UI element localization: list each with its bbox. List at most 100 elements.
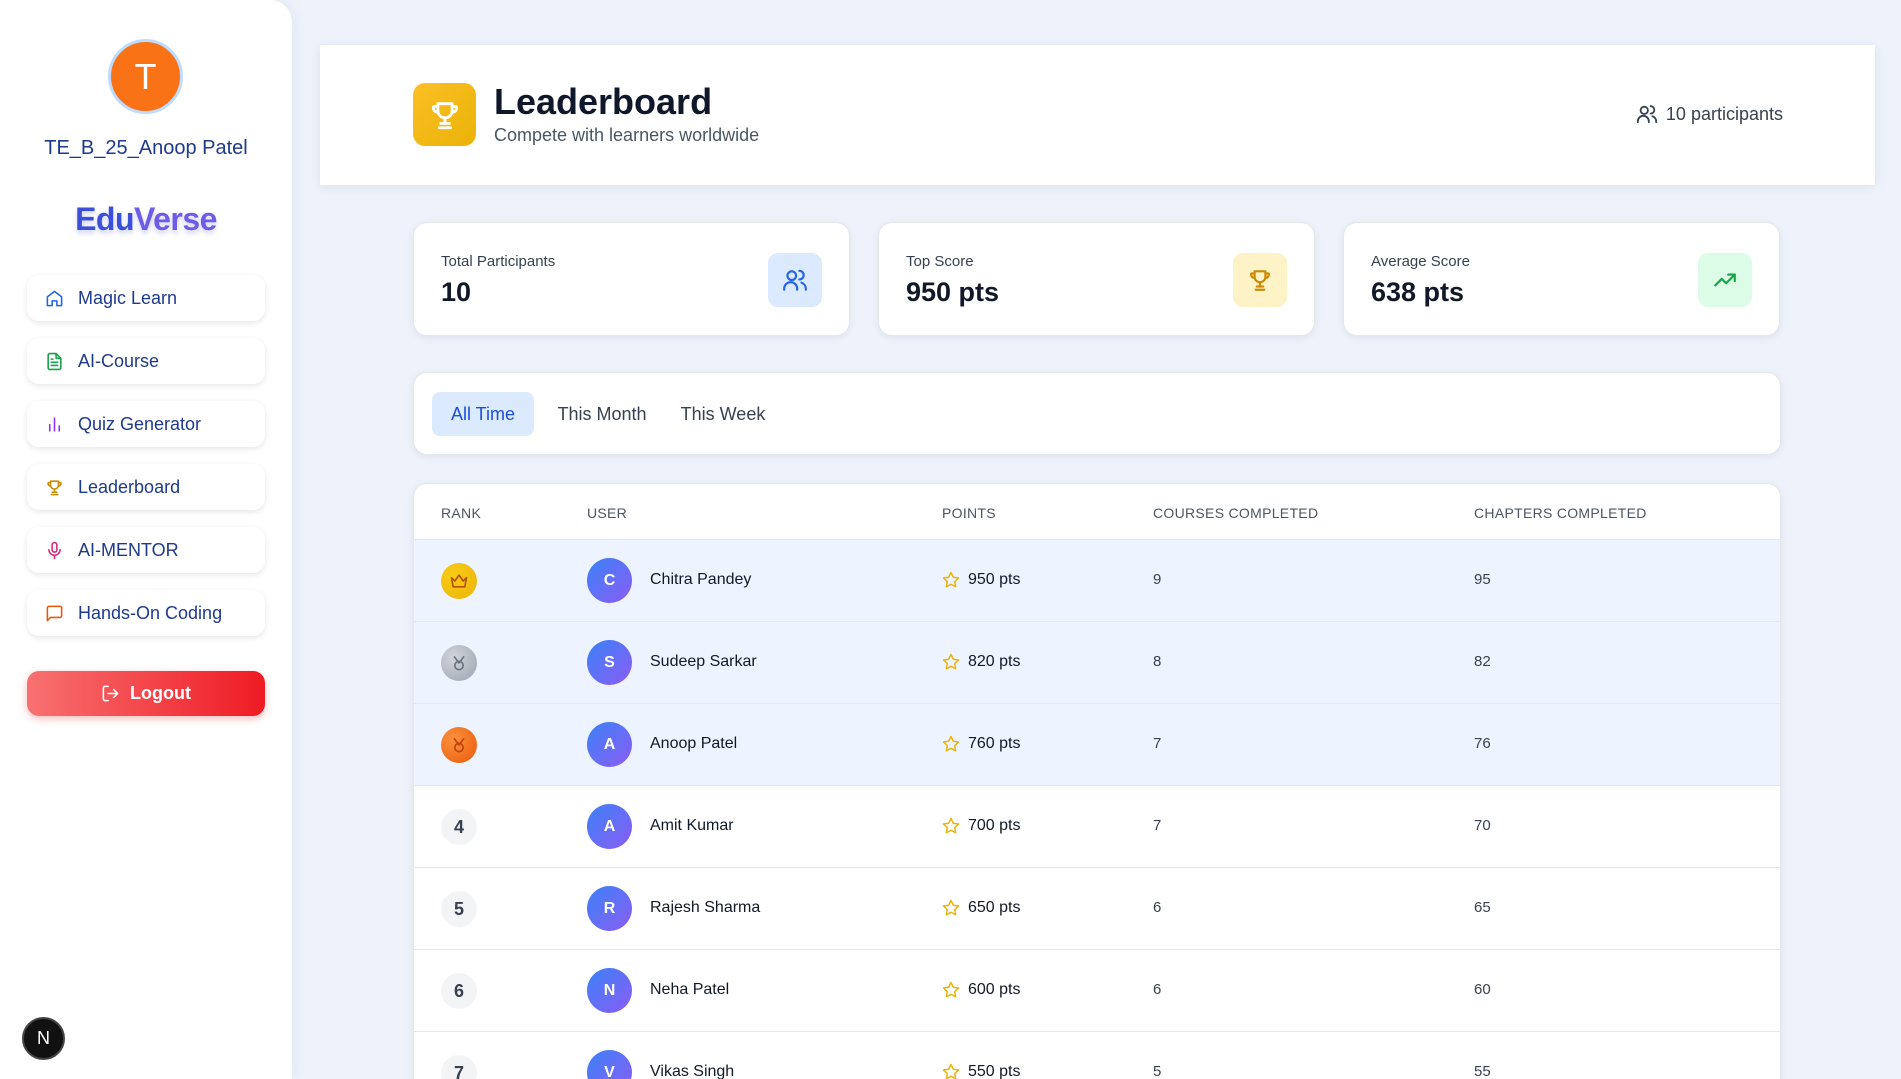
column-header-chapters: CHAPTERS COMPLETED: [1474, 505, 1647, 521]
chapters-completed: 55: [1474, 1063, 1491, 1079]
page-subtitle: Compete with learners worldwide: [494, 125, 760, 145]
table-row[interactable]: 6 N Neha Patel 600 pts 6 60: [414, 949, 1780, 1031]
rank-number: 7: [441, 1055, 477, 1079]
microphone-icon: [48, 541, 61, 559]
page-title: Leaderboard: [494, 81, 713, 122]
gold-medal: [441, 563, 477, 599]
participants-count: 10 participants: [1636, 103, 1783, 125]
leaderboard-table: RANK USER POINTS COURSES COMPLETED CHAPT…: [413, 483, 1781, 1079]
trophy-icon: [431, 101, 458, 129]
brand-logo[interactable]: EduVerse: [0, 201, 292, 238]
stat-card-average-score: Average Score 638 pts: [1343, 222, 1780, 336]
sidebar-item-label: Magic Learn: [78, 287, 178, 308]
table-row[interactable]: S Sudeep Sarkar 820 pts 8 82: [414, 621, 1780, 703]
participants-label: 10 participants: [1665, 103, 1783, 124]
chat-bubble-icon: [46, 605, 63, 621]
points-value: 600 pts: [968, 981, 1021, 998]
trending-up-icon: [1714, 273, 1736, 287]
logout-label: Logout: [130, 683, 191, 703]
tab-this-month[interactable]: This Month: [557, 403, 647, 424]
user-name: Anoop Patel: [650, 735, 738, 752]
user-avatar: R: [587, 886, 632, 931]
points-cell: 760 pts: [942, 735, 1020, 753]
star-icon: [942, 735, 960, 752]
user-name: Vikas Singh: [650, 1063, 735, 1079]
next-dev-badge[interactable]: N: [22, 1017, 65, 1060]
user-avatar: A: [587, 722, 632, 767]
sidebar-item-ai-course[interactable]: AI-Course: [27, 338, 265, 384]
sidebar-item-ai-mentor[interactable]: AI-MENTOR: [27, 527, 265, 573]
stat-value: 638 pts: [1371, 277, 1465, 307]
star-icon: [942, 899, 960, 916]
points-value: 650 pts: [968, 899, 1021, 916]
courses-completed: 7: [1153, 817, 1162, 834]
column-header-courses: COURSES COMPLETED: [1153, 505, 1319, 521]
user-avatar-initial: T: [134, 55, 157, 97]
sidebar-item-label: Hands-On Coding: [78, 602, 223, 623]
sidebar-item-label: Leaderboard: [78, 476, 181, 497]
sidebar: T TE_B_25_Anoop Patel EduVerse Magic Lea…: [0, 0, 292, 1079]
crown-icon: [450, 574, 468, 588]
table-row[interactable]: A Anoop Patel 760 pts 7 76: [414, 703, 1780, 785]
sidebar-item-quiz-generator[interactable]: Quiz Generator: [27, 401, 265, 447]
logout-button[interactable]: Logout: [27, 671, 265, 716]
user-name: Amit Kumar: [650, 817, 734, 834]
sidebar-item-hands-on-coding[interactable]: Hands-On Coding: [27, 590, 265, 636]
next-dev-badge-label: N: [37, 1028, 50, 1048]
points-value: 760 pts: [968, 735, 1021, 752]
points-value: 700 pts: [968, 817, 1021, 834]
user-avatar: N: [587, 968, 632, 1013]
user-avatar[interactable]: T: [108, 39, 183, 114]
table-row[interactable]: 7 V Vikas Singh 550 pts 5 55: [414, 1031, 1780, 1079]
home-icon: [46, 290, 63, 306]
trophy-icon: [47, 479, 62, 495]
sidebar-item-label: Quiz Generator: [78, 413, 202, 434]
brand-logo-part2: Verse: [134, 201, 217, 237]
chapters-completed: 82: [1474, 653, 1491, 670]
courses-completed: 6: [1153, 981, 1162, 998]
table-row[interactable]: 4 A Amit Kumar 700 pts 7 70: [414, 785, 1780, 867]
courses-completed: 7: [1153, 735, 1162, 752]
points-value: 550 pts: [968, 1063, 1021, 1079]
document-icon: [47, 352, 62, 370]
users-icon: [1636, 105, 1658, 124]
header-trophy-badge: [413, 83, 476, 146]
tab-this-week[interactable]: This Week: [680, 403, 766, 424]
points-cell: 650 pts: [942, 899, 1020, 917]
chapters-completed: 70: [1474, 817, 1491, 834]
star-icon: [942, 1063, 960, 1079]
medal-icon: [453, 655, 465, 671]
chapters-completed: 76: [1474, 735, 1491, 752]
user-avatar: C: [587, 558, 632, 603]
stat-label: Total Participants: [441, 253, 556, 270]
points-cell: 820 pts: [942, 653, 1020, 671]
courses-completed: 6: [1153, 899, 1162, 916]
user-avatar: S: [587, 640, 632, 685]
star-icon: [942, 653, 960, 670]
sidebar-item-label: AI-Course: [78, 350, 160, 371]
points-cell: 600 pts: [942, 981, 1020, 999]
medal-icon: [453, 737, 465, 753]
sidebar-item-label: AI-MENTOR: [78, 539, 179, 560]
stat-icon-box: [768, 253, 822, 307]
chapters-completed: 60: [1474, 981, 1491, 998]
page-header: Leaderboard Compete with learners worldw…: [320, 45, 1875, 185]
table-row[interactable]: 5 R Rajesh Sharma 650 pts 6 65: [414, 867, 1780, 949]
table-row[interactable]: C Chitra Pandey 950 pts 9 95: [414, 539, 1780, 621]
sidebar-item-magic-learn[interactable]: Magic Learn: [27, 275, 265, 321]
user-name: Rajesh Sharma: [650, 899, 761, 916]
sidebar-item-leaderboard[interactable]: Leaderboard: [27, 464, 265, 510]
points-value: 950 pts: [968, 571, 1021, 588]
column-header-points: POINTS: [942, 505, 996, 521]
logout-icon: [102, 685, 119, 702]
column-header-user: USER: [587, 505, 628, 521]
brand-logo-part1: Edu: [75, 201, 134, 237]
stat-icon-box: [1233, 253, 1287, 307]
star-icon: [942, 817, 960, 834]
bar-chart-icon: [48, 416, 61, 432]
column-header-rank: RANK: [441, 505, 482, 521]
bronze-medal: [441, 727, 477, 763]
sidebar-username: TE_B_25_Anoop Patel: [44, 137, 248, 159]
user-name: Sudeep Sarkar: [650, 653, 757, 670]
tab-all-time[interactable]: All Time: [432, 392, 534, 436]
